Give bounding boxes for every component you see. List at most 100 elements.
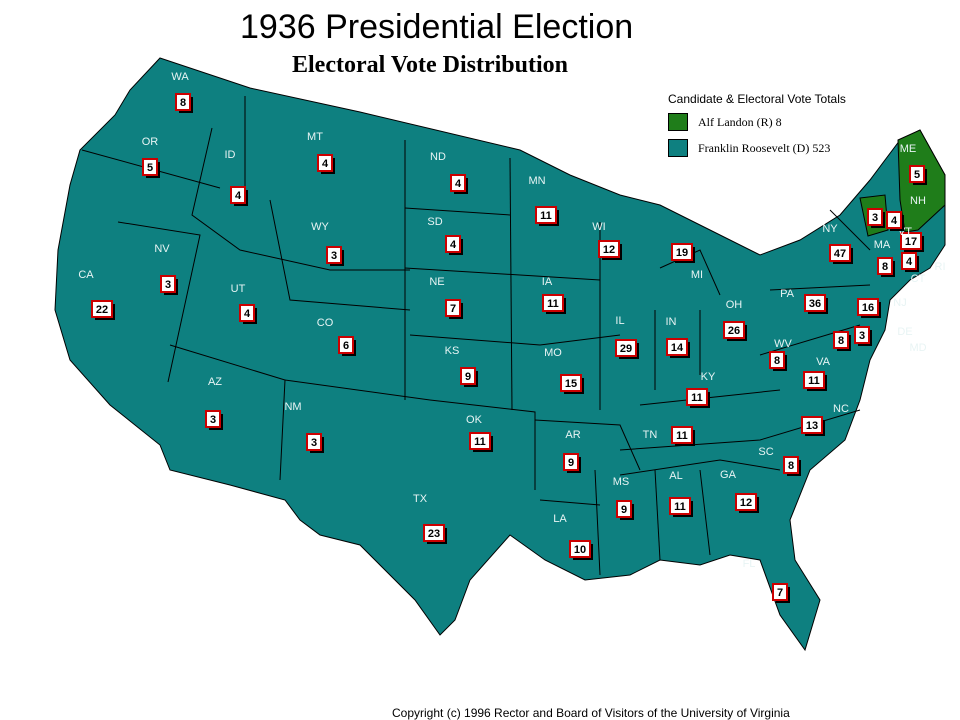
state-label-al: AL	[669, 470, 682, 482]
state-markers: WA 8 OR 5 CA 22 ID 4 NV 3 UT 4 AZ 3 MT 4 WY 3 CO 6 NM 3 ND 4 SD 4…	[78, 71, 946, 603]
vote-count-wy: 3	[331, 250, 337, 262]
state-label-wy: WY	[311, 221, 329, 233]
state-il: IL 29	[615, 315, 639, 359]
vote-count-mt: 4	[322, 158, 329, 170]
state-ok: OK 11	[466, 414, 493, 452]
vote-count-la: 10	[574, 544, 586, 556]
vote-box-mn	[535, 206, 557, 224]
state-label-sd: SD	[427, 216, 442, 228]
state-label-ky: KY	[701, 371, 716, 383]
vote-count-nj: 16	[862, 302, 874, 314]
vote-count-de: 3	[859, 330, 865, 342]
state-label-ct: CT	[911, 273, 926, 285]
vote-count-ms: 9	[621, 504, 627, 516]
state-sd: SD 4	[427, 216, 463, 255]
vote-box-nv	[160, 275, 176, 293]
state-pa: PA 36	[780, 288, 828, 314]
state-label-nd: ND	[430, 151, 446, 163]
state-label-ca: CA	[78, 269, 94, 281]
state-label-wv: WV	[774, 338, 792, 350]
state-ar: AR 9	[563, 429, 581, 473]
state-ia: IA 11	[542, 276, 566, 314]
page-title: 1936 Presidential Election	[240, 8, 634, 46]
legend-item-roosevelt: Franklin Roosevelt (D) 523	[668, 139, 846, 157]
vote-count-ok: 11	[474, 436, 486, 448]
state-borders	[81, 96, 871, 576]
state-label-mn: MN	[528, 175, 545, 187]
state-label-il: IL	[615, 315, 624, 327]
state-nm: NM 3	[284, 401, 324, 453]
vote-box-oh	[723, 321, 745, 339]
state-ri: RI 4	[901, 252, 946, 273]
vote-box-tn	[671, 426, 693, 444]
state-label-ut: UT	[231, 283, 246, 295]
state-fl: FL 7	[743, 558, 790, 603]
state-nc: NC 13	[801, 403, 849, 436]
vote-box-il	[615, 339, 637, 357]
vote-count-ri: 4	[906, 256, 913, 268]
state-label-ms: MS	[613, 476, 630, 488]
state-ks: KS 9	[445, 345, 478, 387]
state-me: ME 5	[900, 143, 927, 185]
state-label-pa: PA	[780, 288, 795, 300]
vote-count-oh: 26	[728, 325, 740, 337]
state-in: IN 14	[666, 316, 690, 358]
vote-count-ma: 17	[905, 236, 917, 248]
legend: Candidate & Electoral Vote Totals Alf La…	[668, 92, 846, 165]
state-label-ne: NE	[429, 276, 444, 288]
vote-count-me: 5	[914, 169, 920, 181]
vote-box-ks	[460, 367, 476, 385]
state-ut: UT 4	[231, 283, 257, 324]
vote-box-vt	[867, 208, 883, 226]
vote-count-ky: 11	[691, 392, 703, 404]
vote-count-ks: 9	[465, 371, 471, 383]
vote-box-ms	[616, 500, 632, 518]
vote-box-fl	[772, 583, 788, 601]
vote-box-nj	[857, 298, 879, 316]
vote-box-mo	[560, 374, 582, 392]
vote-box-sd	[445, 235, 461, 253]
vote-box-ma	[900, 232, 922, 250]
state-mn: MN 11	[528, 175, 559, 226]
vote-box-ok	[469, 432, 491, 450]
vote-count-sd: 4	[450, 239, 457, 251]
state-ca: CA 22	[78, 269, 115, 320]
vote-box-ga	[735, 493, 757, 511]
vote-count-mi: 19	[676, 247, 688, 259]
state-label-mi: MI	[691, 269, 703, 281]
vote-box-ia	[542, 294, 564, 312]
vote-box-me	[909, 165, 925, 183]
state-label-ga: GA	[720, 469, 737, 481]
state-ky: KY 11	[686, 371, 716, 408]
vote-count-az: 3	[210, 414, 216, 426]
vote-count-fl: 7	[777, 587, 783, 599]
state-nj: NJ 16	[857, 297, 907, 318]
state-nh: NH 4	[886, 195, 926, 231]
vote-count-tn: 11	[676, 430, 688, 442]
vote-count-nv: 3	[165, 279, 171, 291]
vote-box-ne	[445, 299, 461, 317]
vote-count-ca: 22	[96, 304, 108, 316]
vote-count-nh: 4	[891, 215, 898, 227]
vote-count-ga: 12	[740, 497, 752, 509]
state-nv: NV 3	[154, 243, 178, 295]
vote-count-co: 6	[343, 340, 349, 352]
vote-box-in	[666, 338, 688, 356]
vote-box-pa	[804, 294, 826, 312]
state-label-nc: NC	[833, 403, 849, 415]
state-label-nm: NM	[284, 401, 301, 413]
vote-box-ct	[877, 257, 893, 275]
state-ne: NE 7	[429, 276, 463, 319]
vote-box-md	[833, 331, 849, 349]
state-label-mo: MO	[544, 347, 562, 359]
state-label-ks: KS	[445, 345, 460, 357]
state-al: AL 11	[669, 470, 693, 517]
vote-count-id: 4	[235, 190, 242, 202]
state-label-la: LA	[553, 513, 567, 525]
vote-box-or	[142, 158, 158, 176]
vote-box-wi	[598, 240, 620, 258]
legend-label-landon: Alf Landon (R) 8	[698, 114, 782, 129]
vote-count-wa: 8	[180, 97, 186, 109]
state-label-ok: OK	[466, 414, 483, 426]
